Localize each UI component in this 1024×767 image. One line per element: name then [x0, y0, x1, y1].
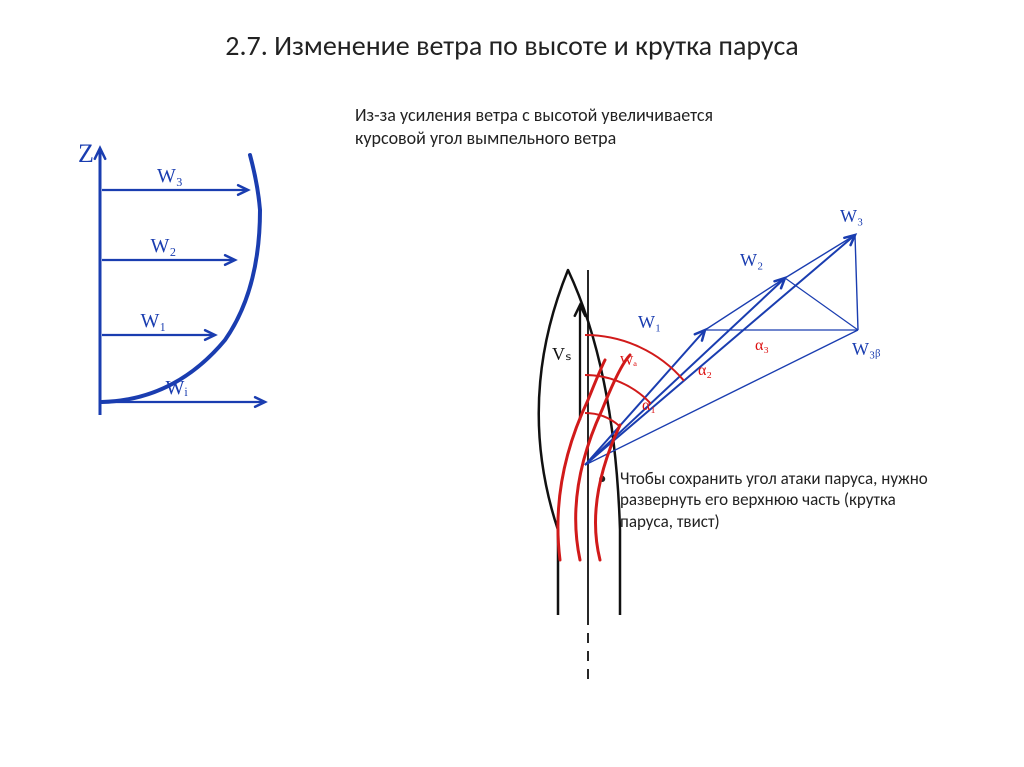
- slide-subtitle: Из-за усиления ветра с высотой увеличива…: [355, 104, 715, 149]
- svg-text:W₃: W₃: [840, 206, 863, 226]
- slide-title: 2.7. Изменение ветра по высоте и крутка …: [0, 28, 1024, 63]
- svg-text:W₃ᵦ: W₃ᵦ: [852, 339, 880, 359]
- svg-text:α₁: α₁: [642, 397, 656, 414]
- svg-text:α₃: α₃: [755, 337, 769, 354]
- svg-text:Vₛ: Vₛ: [552, 344, 572, 364]
- wind-profile-graph: ZW₃W₂W₁Wᵢ: [60, 140, 330, 440]
- svg-text:Z: Z: [78, 140, 94, 168]
- svg-text:W₁: W₁: [638, 312, 661, 332]
- svg-text:W₁: W₁: [141, 310, 167, 332]
- boat-wind-diagram: VₛW₁W₂W₃W₃ᵦα₁α₂α₃Wₐ: [420, 200, 890, 680]
- svg-text:α₂: α₂: [698, 362, 712, 379]
- svg-text:W₃: W₃: [157, 165, 183, 187]
- svg-text:W₂: W₂: [151, 235, 177, 257]
- svg-text:W₂: W₂: [740, 250, 763, 270]
